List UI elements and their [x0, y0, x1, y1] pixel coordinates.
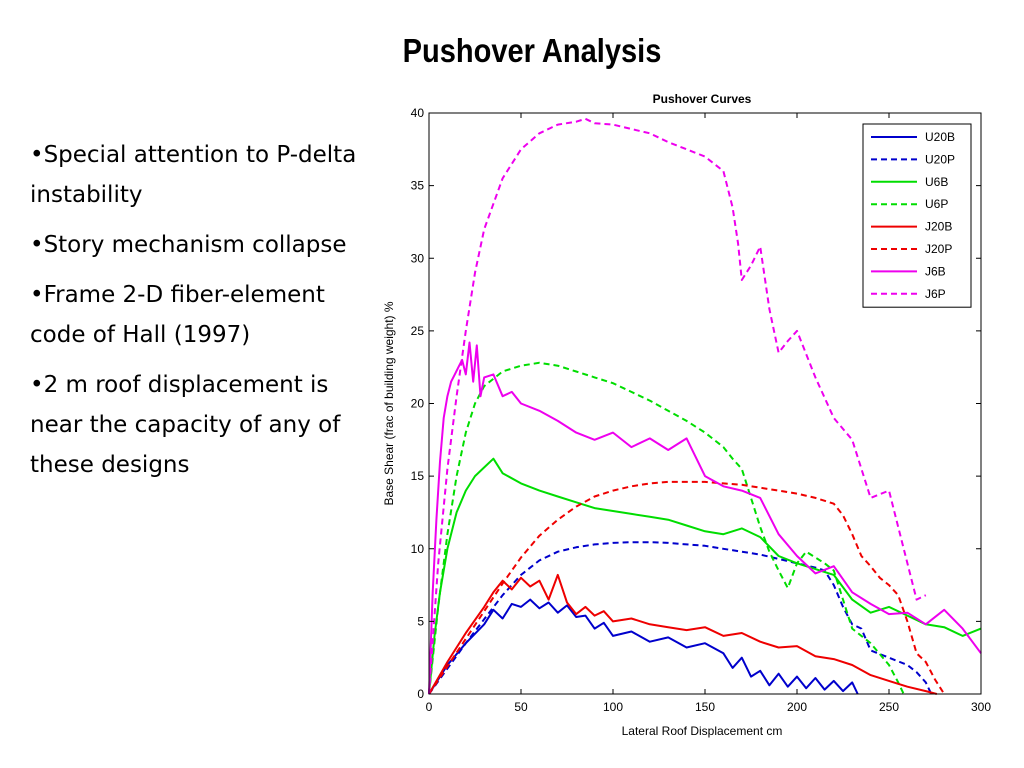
bullet-item-story-mechanism: •Story mechanism collapse	[30, 232, 347, 258]
legend-label-j6b: J6B	[925, 264, 946, 278]
series-line-u20b	[428, 598, 859, 695]
y-tick-label: 25	[411, 324, 425, 338]
legend-label-j6p: J6P	[925, 287, 946, 301]
y-axis-label: Base Shear (frac of building weight) %	[382, 301, 396, 505]
y-tick-label: 35	[411, 179, 425, 193]
bullet-item-fiber-code: •Frame 2-D fiber-element code of Hall (1…	[30, 282, 325, 348]
x-tick-label: 250	[879, 700, 899, 714]
legend-label-u6p: U6P	[925, 197, 948, 211]
series-line-u20p	[428, 541, 933, 695]
legend-label-j20b: J20B	[925, 220, 952, 234]
y-tick-label: 5	[417, 614, 424, 628]
series-line-j6p	[428, 117, 927, 695]
y-tick-label: 0	[417, 687, 424, 701]
y-tick-label: 30	[411, 251, 425, 265]
chart-title: Pushover Curves	[653, 92, 752, 106]
series-line-u6b	[428, 457, 982, 695]
x-axis-label: Lateral Roof Displacement cm	[622, 724, 783, 738]
bullet-item-roof-displacement: •2 m roof displacement is near the capac…	[30, 372, 341, 478]
legend-label-j20p: J20P	[925, 242, 952, 256]
y-tick-label: 10	[411, 542, 425, 556]
x-tick-label: 100	[603, 700, 623, 714]
legend-label-u6b: U6B	[925, 175, 948, 189]
bullet-item-p-delta: •Special attention to P-delta instabilit…	[30, 142, 357, 208]
series-line-u6p	[428, 361, 905, 695]
legend-label-u20p: U20P	[925, 152, 955, 166]
slide-title: Pushover Analysis	[402, 32, 662, 69]
y-tick-label: 15	[411, 469, 425, 483]
legend-box	[862, 123, 972, 308]
series-line-j20b	[428, 573, 938, 695]
x-tick-label: 50	[514, 700, 528, 714]
series-line-j20p	[428, 480, 946, 695]
x-tick-label: 0	[426, 700, 433, 714]
y-tick-label: 40	[411, 106, 425, 120]
x-tick-label: 200	[787, 700, 807, 714]
y-tick-label: 20	[411, 397, 425, 411]
series-line-j6b	[428, 341, 982, 695]
legend-label-u20b: U20B	[925, 130, 955, 144]
x-tick-label: 150	[695, 700, 715, 714]
bullet-list: •Special attention to P-delta instabilit…	[30, 135, 365, 495]
x-tick-label: 300	[971, 700, 991, 714]
